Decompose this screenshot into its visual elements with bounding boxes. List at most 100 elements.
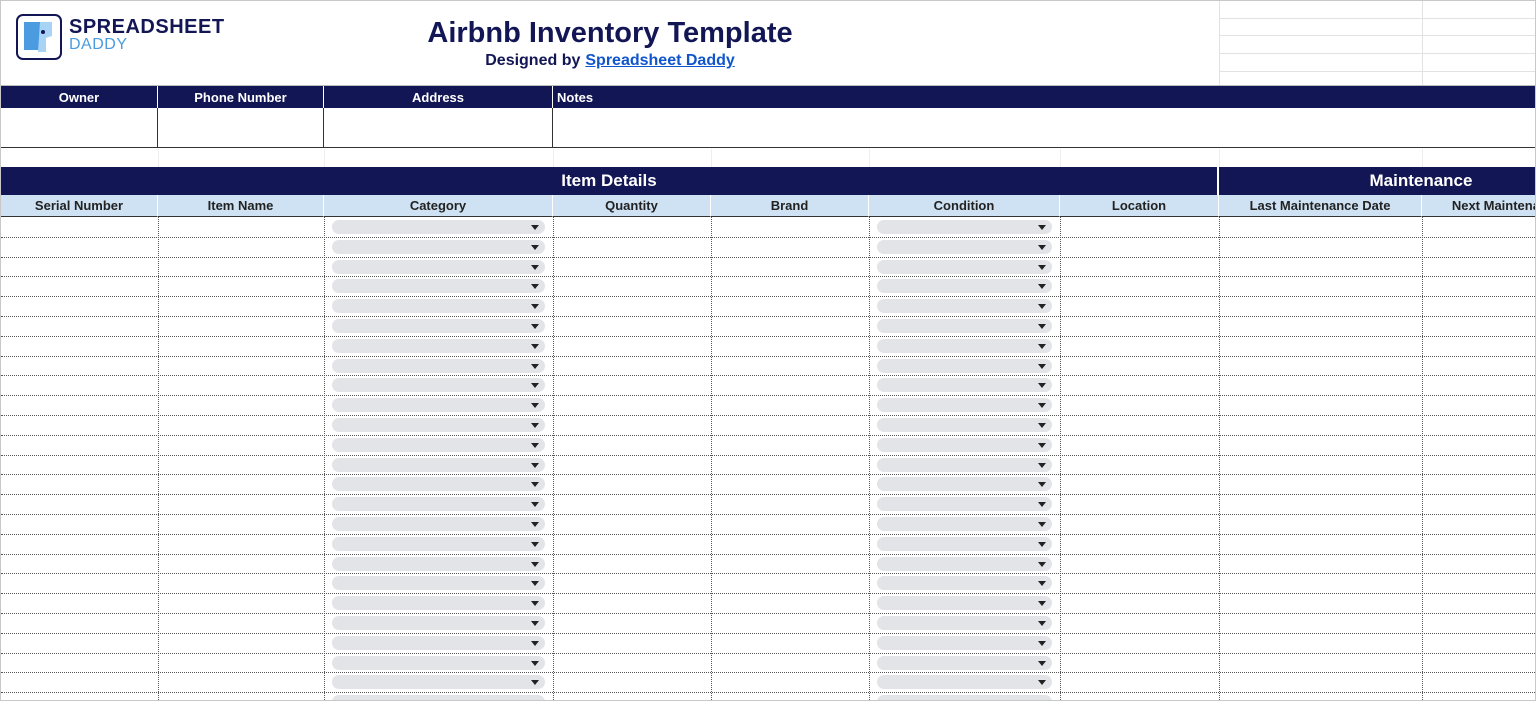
dropdown[interactable] xyxy=(877,517,1052,531)
dropdown[interactable] xyxy=(332,338,545,353)
dropdown[interactable] xyxy=(332,616,545,630)
dropdown[interactable] xyxy=(877,358,1052,373)
dropdown[interactable] xyxy=(332,695,545,700)
row-line xyxy=(1,553,1535,555)
dropdown[interactable] xyxy=(332,596,545,611)
dropdown[interactable] xyxy=(877,635,1052,650)
column-line xyxy=(869,217,870,700)
row-line xyxy=(1,514,1535,515)
dropdown[interactable] xyxy=(332,398,545,413)
grid-line xyxy=(553,149,554,167)
dropdown[interactable] xyxy=(877,655,1052,670)
dropdown-arrow xyxy=(531,264,539,270)
dropdown[interactable] xyxy=(877,239,1052,254)
dropdown[interactable] xyxy=(877,338,1052,353)
dropdown-arrow xyxy=(1038,383,1046,389)
column-header: Next Maintenance Date xyxy=(1422,195,1535,217)
dropdown[interactable] xyxy=(332,517,545,531)
dropdown[interactable] xyxy=(877,695,1052,700)
dropdown-arrow xyxy=(1038,482,1046,488)
column-header: Last Maintenance Date xyxy=(1219,195,1422,217)
dropdown[interactable] xyxy=(332,655,545,670)
grid-line xyxy=(1422,1,1423,85)
logo-text: DADDY xyxy=(69,36,128,53)
title: Airbnb Inventory Template xyxy=(427,16,793,49)
dropdown[interactable] xyxy=(332,259,545,274)
dropdown[interactable] xyxy=(877,536,1052,551)
dropdown[interactable] xyxy=(877,299,1052,314)
logo-text: SPREADSHEET xyxy=(69,16,225,38)
dropdown[interactable] xyxy=(332,358,545,373)
dropdown[interactable] xyxy=(877,378,1052,393)
column-header: Location xyxy=(1060,195,1219,217)
dropdown[interactable] xyxy=(332,437,545,452)
dropdown[interactable] xyxy=(332,536,545,551)
column-line xyxy=(711,217,712,700)
input-cell[interactable] xyxy=(553,108,1535,148)
dropdown[interactable] xyxy=(332,556,545,571)
dropdown-arrow xyxy=(1038,284,1046,290)
dropdown[interactable] xyxy=(332,418,545,432)
dropdown[interactable] xyxy=(877,497,1052,512)
dropdown[interactable] xyxy=(332,457,545,472)
dropdown[interactable] xyxy=(877,259,1052,274)
header-cell: Owner xyxy=(1,86,158,108)
subtitle-prefix: Designed by xyxy=(485,52,581,69)
row-line xyxy=(1,375,1535,377)
dropdown-arrow xyxy=(1038,264,1046,270)
dropdown[interactable] xyxy=(332,675,545,690)
column-header: Category xyxy=(324,195,553,217)
dropdown-arrow xyxy=(531,442,539,448)
dropdown[interactable] xyxy=(332,239,545,254)
dropdown[interactable] xyxy=(877,556,1052,571)
dropdown-arrow xyxy=(1038,502,1046,508)
column-header: Brand xyxy=(711,195,869,217)
dropdown-arrow xyxy=(531,561,539,567)
dropdown[interactable] xyxy=(877,398,1052,413)
row-line xyxy=(1,236,1535,238)
dropdown[interactable] xyxy=(877,437,1052,452)
section-header: Maintenance xyxy=(1219,167,1535,195)
dropdown[interactable] xyxy=(877,418,1052,432)
dropdown[interactable] xyxy=(332,576,545,591)
dropdown[interactable] xyxy=(332,635,545,650)
dropdown[interactable] xyxy=(332,319,545,333)
row-line xyxy=(1,276,1535,278)
grid-line xyxy=(711,149,712,167)
row-line xyxy=(1,474,1535,476)
section-header: Item Details xyxy=(1,167,1219,195)
dropdown[interactable] xyxy=(877,675,1052,690)
input-cell[interactable] xyxy=(158,108,324,148)
dropdown-arrow xyxy=(1038,363,1046,369)
dropdown[interactable] xyxy=(877,616,1052,630)
dropdown[interactable] xyxy=(332,279,545,294)
dropdown[interactable] xyxy=(877,457,1052,472)
dropdown[interactable] xyxy=(332,477,545,492)
dropdown[interactable] xyxy=(877,596,1052,611)
dropdown-arrow xyxy=(1038,621,1046,626)
row-line xyxy=(1,415,1535,416)
row-line xyxy=(1,652,1535,654)
dropdown[interactable] xyxy=(877,279,1052,294)
input-cell[interactable] xyxy=(324,108,553,148)
dropdown-arrow xyxy=(1038,581,1046,587)
row-line xyxy=(1,573,1535,575)
column-line xyxy=(1422,217,1423,700)
row-line xyxy=(1,296,1535,298)
dropdown-arrow xyxy=(531,324,539,329)
link[interactable]: Spreadsheet Daddy xyxy=(585,52,735,69)
dropdown[interactable] xyxy=(332,299,545,314)
dropdown[interactable] xyxy=(877,477,1052,492)
grid-line xyxy=(1219,149,1220,167)
input-cell[interactable] xyxy=(1,108,158,148)
dropdown-arrow xyxy=(1038,522,1046,527)
dropdown[interactable] xyxy=(877,220,1052,234)
dropdown[interactable] xyxy=(877,576,1052,591)
dropdown[interactable] xyxy=(877,319,1052,333)
dropdown[interactable] xyxy=(332,497,545,512)
dropdown-arrow xyxy=(531,581,539,587)
dropdown[interactable] xyxy=(332,378,545,393)
header-cell: Phone Number xyxy=(158,86,324,108)
dropdown-arrow xyxy=(531,403,539,409)
dropdown[interactable] xyxy=(332,220,545,234)
